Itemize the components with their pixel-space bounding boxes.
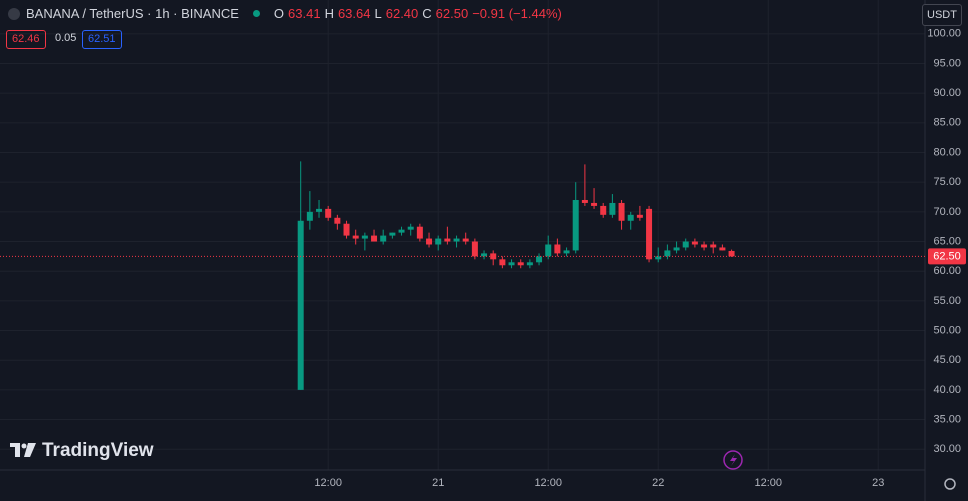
candle-body	[407, 226, 414, 230]
y-tick-label: 100.00	[927, 28, 961, 40]
candle-body	[499, 259, 506, 266]
candle-body	[334, 217, 341, 224]
last-price-tag	[928, 248, 966, 265]
candle-body	[710, 244, 717, 248]
candle-body	[343, 223, 350, 236]
candle-body	[380, 235, 387, 242]
candle-body	[316, 208, 323, 212]
symbol-icon	[8, 7, 20, 20]
candle-body	[554, 244, 561, 254]
ohlc-value: 62.40	[385, 6, 419, 21]
buy-button[interactable]: 62.51	[82, 30, 122, 49]
alert-icon	[723, 450, 743, 470]
candle-body	[462, 238, 469, 242]
y-tick-label: 60.00	[933, 265, 961, 277]
brand-name: TradingView	[42, 440, 154, 461]
legend: BANANA / TetherUS · 1h · BINANCE O 63.41 …	[8, 6, 562, 21]
candle-body	[728, 250, 735, 257]
candle-body	[471, 241, 478, 257]
x-tick-label: 23	[872, 477, 884, 489]
brand-logo: TradingView	[10, 440, 154, 462]
x-tick-label: 21	[432, 477, 444, 489]
candle-body	[481, 253, 488, 257]
y-tick-label: 30.00	[933, 443, 961, 455]
candle-body	[517, 262, 524, 266]
y-tick-label: 95.00	[933, 57, 961, 69]
y-tick-label: 55.00	[933, 295, 961, 307]
candle-body	[591, 202, 598, 206]
candle-body	[581, 199, 588, 203]
candle-body	[664, 250, 671, 257]
candle-body	[627, 214, 634, 221]
candle-body	[691, 241, 698, 245]
candle-body	[572, 199, 579, 251]
candle-body	[453, 238, 460, 242]
sell-button[interactable]: 62.46	[6, 30, 46, 49]
y-tick-label: 40.00	[933, 384, 961, 396]
last-price-label: 62.50	[933, 250, 961, 262]
candle-body	[646, 208, 653, 260]
candle-body	[600, 205, 607, 215]
symbol-title[interactable]: BANANA / TetherUS · 1h · BINANCE	[26, 6, 239, 21]
y-tick-label: 85.00	[933, 117, 961, 129]
y-tick-label: 75.00	[933, 176, 961, 188]
candle-body	[490, 253, 497, 260]
ohlc-value: 63.64	[337, 6, 371, 21]
ohlc-value: 62.50	[435, 6, 469, 21]
y-tick-label: 90.00	[933, 87, 961, 99]
x-tick-label: 12:00	[314, 477, 342, 489]
candle-body	[719, 247, 726, 251]
candle-body	[526, 262, 533, 266]
candle-body	[352, 235, 359, 239]
candle-body	[655, 256, 662, 260]
candle-body	[545, 244, 552, 257]
x-tick-label: 12:00	[754, 477, 782, 489]
candle-body	[536, 256, 543, 263]
candle-body	[297, 220, 304, 390]
candle-body	[398, 229, 405, 233]
candle-body	[435, 238, 442, 245]
x-tick-label: 12:00	[534, 477, 562, 489]
ohlc-value: 63.41	[288, 6, 321, 21]
y-tick-label: 50.00	[933, 324, 961, 336]
candle-body	[508, 262, 515, 266]
ohlc-label: L	[374, 6, 382, 21]
ohlc-label: C	[422, 6, 432, 21]
candle-body	[563, 250, 570, 254]
ohlc-label: O	[273, 6, 285, 21]
y-tick-label: 65.00	[933, 235, 961, 247]
candle-body	[371, 235, 378, 242]
candle-body	[609, 202, 616, 215]
candle-body	[389, 232, 396, 236]
ohlc-label: H	[324, 6, 334, 21]
y-tick-label: 35.00	[933, 413, 961, 425]
candle-body	[701, 244, 708, 248]
settings-icon	[944, 478, 956, 490]
y-tick-label: 70.00	[933, 206, 961, 218]
candle-body	[325, 208, 332, 218]
currency-selector[interactable]: USDT	[922, 4, 962, 26]
status-dot	[252, 10, 260, 17]
candle-body	[618, 202, 625, 221]
candle-body	[426, 238, 433, 245]
candle-body	[416, 226, 423, 239]
y-tick-label: 80.00	[933, 146, 961, 158]
spread: 0.05	[55, 32, 77, 44]
candle-body	[682, 241, 689, 248]
change: −0.91 (−1.44%)	[472, 6, 562, 21]
y-tick-label: 45.00	[933, 354, 961, 366]
candle-body	[673, 247, 680, 251]
alert-bolt	[730, 454, 737, 466]
candle-body	[636, 214, 643, 218]
logo-mark	[10, 443, 36, 457]
x-tick-label: 22	[652, 477, 664, 489]
candle-body	[361, 235, 368, 239]
candle-body	[444, 238, 451, 242]
candle-body	[306, 211, 313, 221]
